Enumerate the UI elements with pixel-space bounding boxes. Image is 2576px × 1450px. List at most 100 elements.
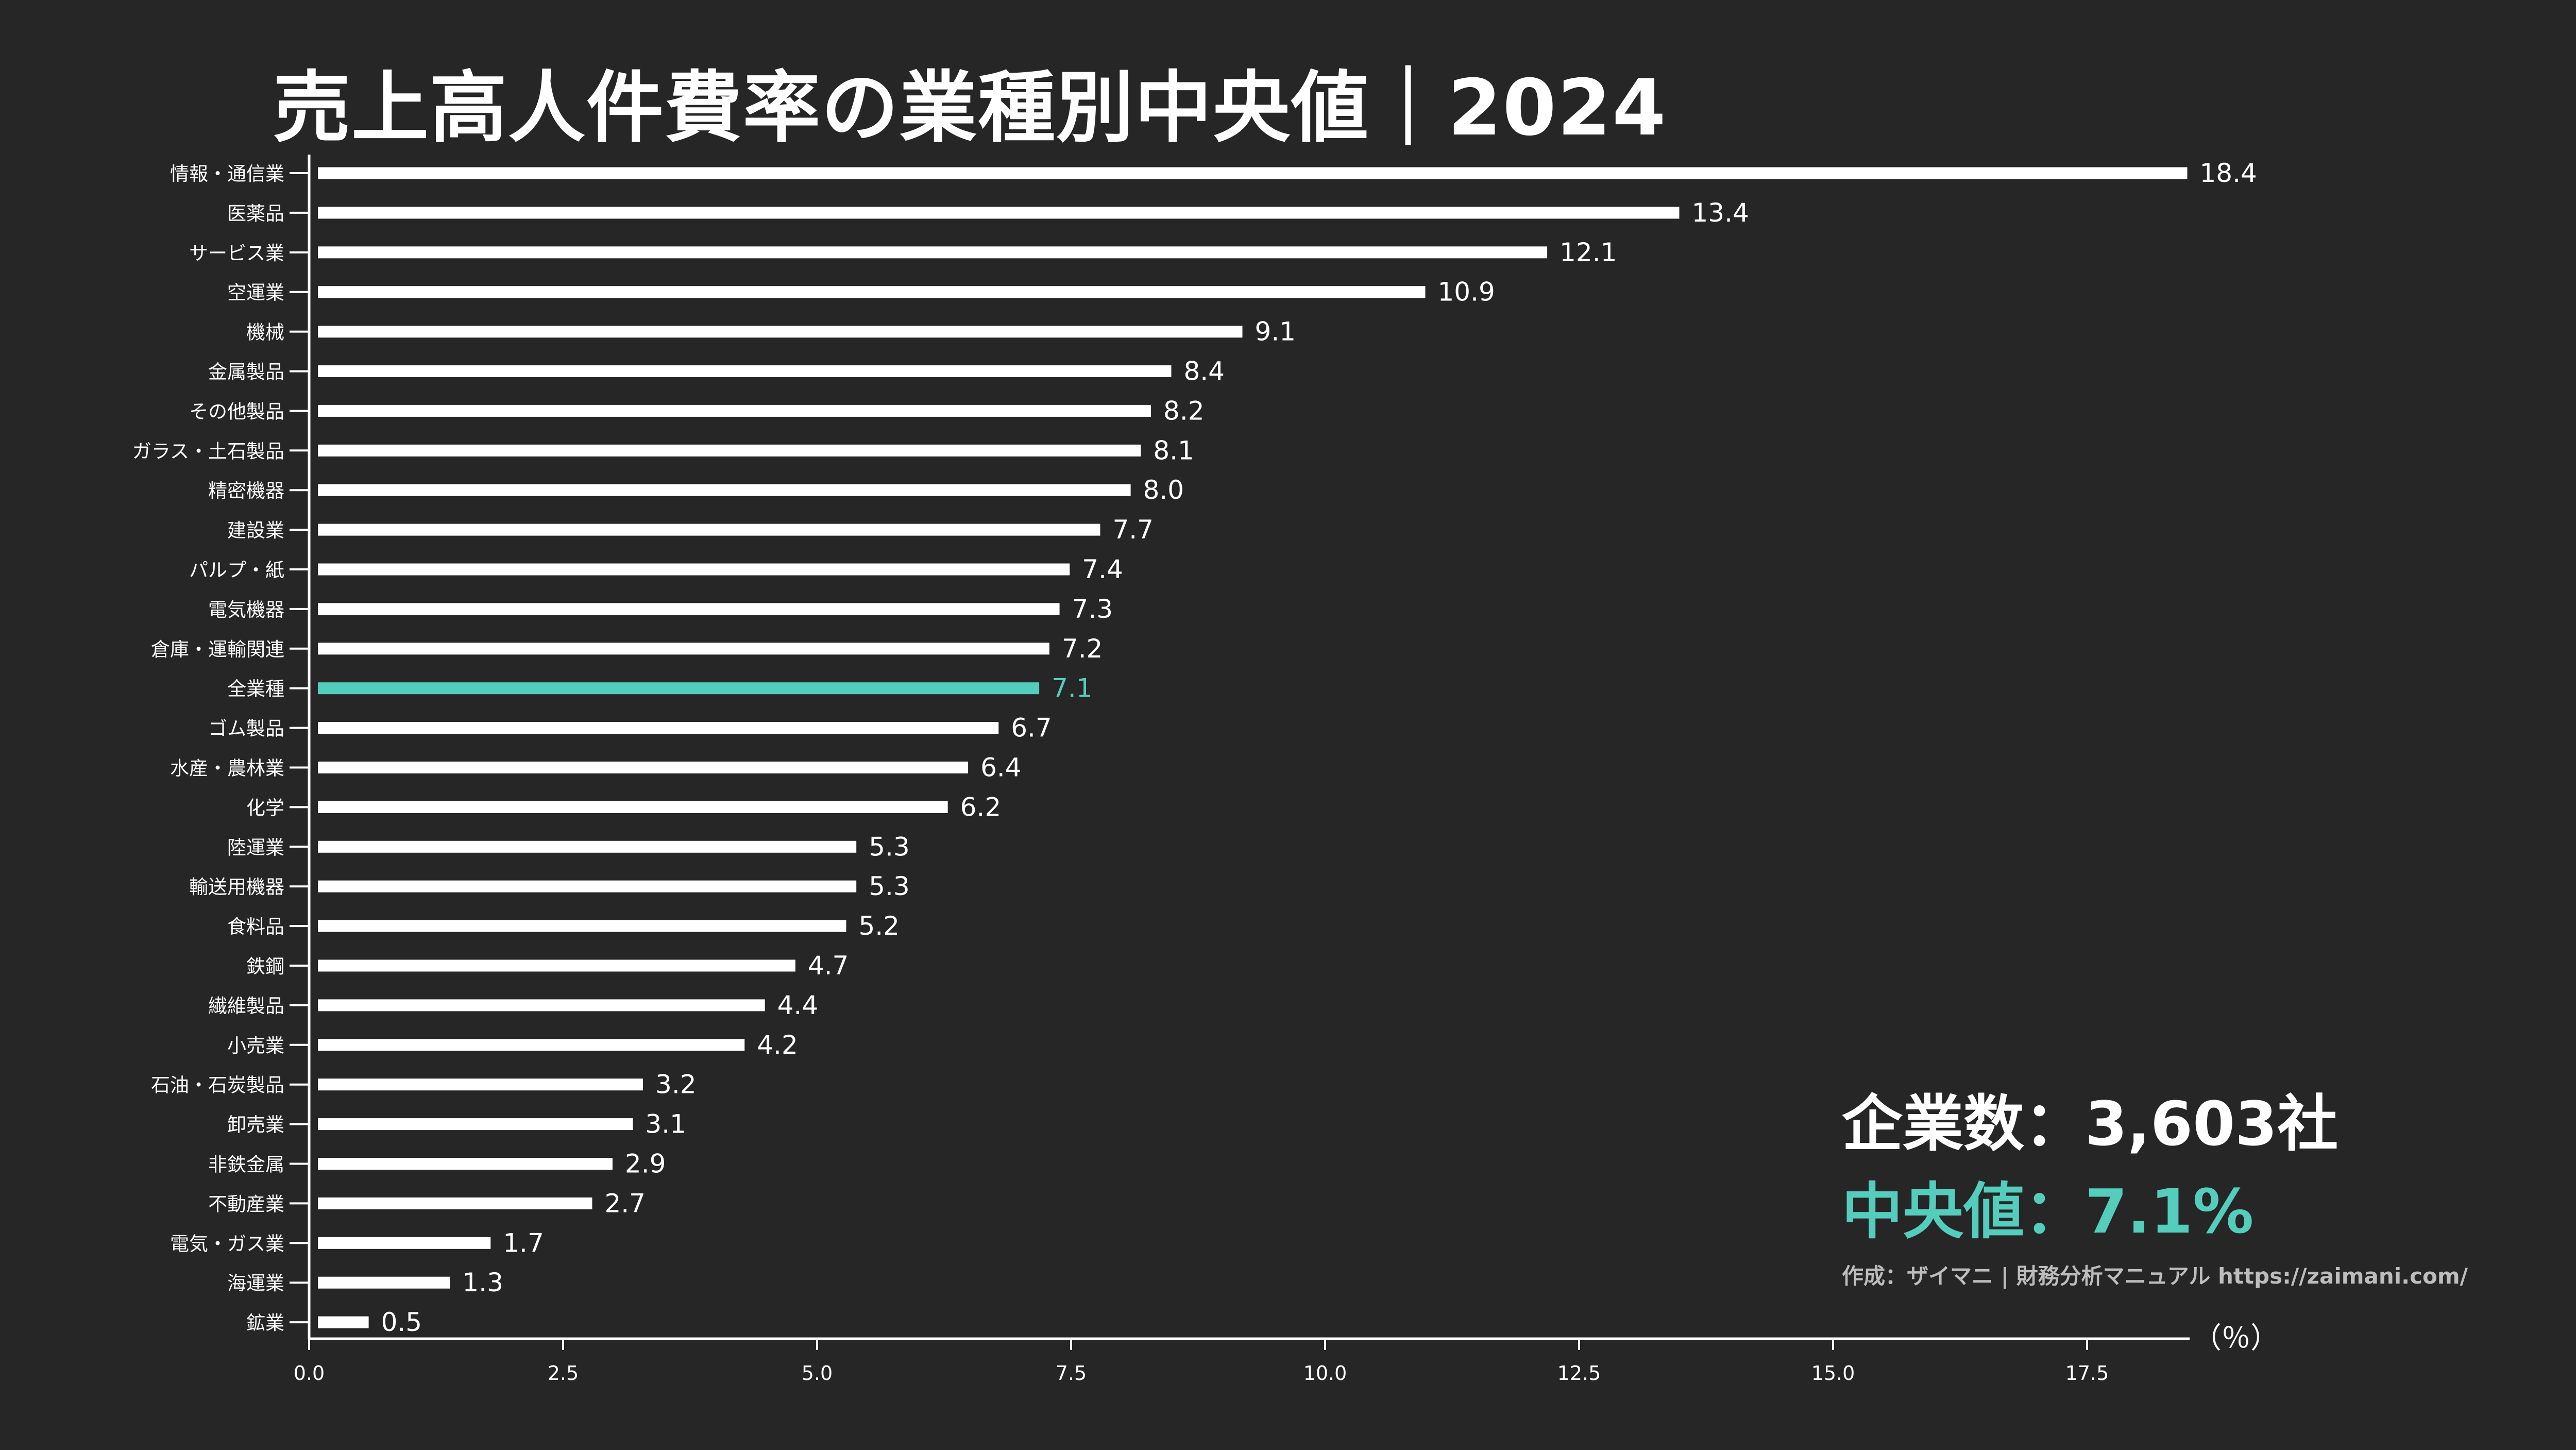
- category-label: 石油・石炭製品: [151, 1074, 284, 1097]
- value-label: 8.0: [1143, 475, 1184, 505]
- category-label: 鉄鋼: [246, 955, 284, 977]
- category-label: 倉庫・運輸関連: [151, 638, 284, 661]
- bar-石油・石炭製品: [318, 1078, 643, 1091]
- x-tick-label: 17.5: [2065, 1362, 2109, 1385]
- category-label: 不動産業: [208, 1193, 284, 1215]
- x-tick-label: 7.5: [1056, 1362, 1087, 1385]
- category-label: 電気機器: [208, 599, 284, 621]
- category-label: 陸運業: [227, 836, 284, 858]
- value-label: 5.3: [869, 871, 910, 901]
- category-label: 水産・農林業: [170, 757, 284, 780]
- bar-食料品: [318, 920, 846, 932]
- credit-text: 作成：ザイマニ | 財務分析マニュアル https://zaimani.com/: [1842, 1263, 2468, 1289]
- company-count-separator: ：: [2024, 1088, 2086, 1159]
- value-label: 4.7: [808, 951, 849, 981]
- category-label: 非鉄金属: [208, 1154, 284, 1176]
- category-label: 輸送用機器: [189, 876, 284, 898]
- category-label: 食料品: [227, 916, 284, 938]
- value-label: 12.1: [1560, 238, 1617, 267]
- bar-鉄鋼: [318, 959, 795, 972]
- category-label: サービス業: [189, 242, 284, 264]
- value-label: 10.9: [1437, 277, 1495, 307]
- bar-パルプ・紙: [318, 563, 1070, 576]
- bar-空運業: [318, 286, 1426, 298]
- category-label: 全業種: [227, 678, 284, 700]
- value-label: 1.7: [503, 1228, 544, 1258]
- median-value: 7.1%: [2085, 1176, 2254, 1247]
- bar-化学: [318, 801, 948, 813]
- x-tick-label: 15.0: [1811, 1362, 1855, 1385]
- bar-医薬品: [318, 207, 1680, 219]
- bar-卸売業: [318, 1118, 633, 1131]
- category-label: 電気・ガス業: [170, 1233, 284, 1255]
- chart-title: 売上高人件費率の業種別中央値｜2024: [273, 63, 1667, 153]
- value-label: 6.2: [960, 792, 1002, 822]
- category-label: 情報・通信業: [170, 163, 284, 185]
- x-tick-label: 5.0: [802, 1362, 833, 1385]
- median-label: 中央値: [1842, 1176, 2025, 1247]
- bar-電気機器: [318, 603, 1060, 615]
- value-label: 3.2: [655, 1070, 697, 1100]
- value-label: 0.5: [381, 1307, 422, 1337]
- value-label: 9.1: [1255, 317, 1296, 347]
- value-label: 1.3: [462, 1268, 503, 1297]
- bar-建設業: [318, 524, 1100, 536]
- category-label: 金属製品: [208, 361, 284, 383]
- category-label: 化学: [246, 797, 284, 819]
- value-label: 6.4: [980, 753, 1022, 783]
- category-label: 小売業: [227, 1035, 284, 1057]
- value-label: 18.4: [2199, 158, 2257, 188]
- bar-サービス業: [318, 246, 1548, 259]
- bar-金属製品: [318, 365, 1172, 377]
- bar-水産・農林業: [318, 762, 969, 773]
- value-label: 5.2: [858, 911, 900, 941]
- value-label: 8.4: [1183, 357, 1225, 386]
- value-label: 7.3: [1072, 594, 1113, 624]
- value-label: 8.2: [1163, 396, 1205, 426]
- value-label: 7.4: [1082, 554, 1123, 584]
- value-label: 3.1: [645, 1109, 686, 1139]
- company-count: 企業数：3,603社: [1842, 1074, 2338, 1162]
- x-axis-label: （％）: [2193, 1322, 2279, 1355]
- value-label: 2.7: [604, 1188, 646, 1218]
- x-tick-label: 2.5: [548, 1362, 579, 1385]
- bar-陸運業: [318, 840, 857, 853]
- company-count-value: 3,603社: [2085, 1088, 2338, 1159]
- x-tick-label: 10.0: [1303, 1362, 1347, 1385]
- bar-ゴム製品: [318, 722, 999, 734]
- category-label: 繊維製品: [208, 995, 284, 1017]
- bar-海運業: [318, 1276, 450, 1289]
- category-label: 精密機器: [208, 480, 284, 502]
- category-label: 機械: [246, 322, 284, 344]
- bar-電気・ガス業: [318, 1237, 491, 1249]
- bar-機械: [318, 326, 1243, 338]
- category-label: 空運業: [227, 282, 284, 304]
- category-label: ガラス・土石製品: [132, 440, 284, 462]
- value-label: 7.1: [1052, 673, 1093, 703]
- category-label: 鉱業: [246, 1312, 284, 1334]
- x-tick-label: 12.5: [1557, 1362, 1601, 1385]
- bar-鉱業: [318, 1316, 369, 1328]
- bar-倉庫・運輸関連: [318, 643, 1049, 655]
- value-label: 2.9: [625, 1149, 666, 1179]
- value-label: 7.2: [1062, 634, 1103, 664]
- value-label: 4.4: [777, 990, 819, 1020]
- category-label: その他製品: [189, 400, 284, 423]
- category-label: 建設業: [227, 519, 284, 542]
- median-summary: 中央値：7.1%: [1842, 1162, 2253, 1250]
- bar-小売業: [318, 1039, 745, 1051]
- category-label: ゴム製品: [208, 718, 284, 740]
- category-label: 卸売業: [227, 1114, 284, 1136]
- category-label: 医薬品: [227, 203, 284, 225]
- value-label: 8.1: [1153, 435, 1194, 465]
- value-label: 13.4: [1691, 198, 1749, 228]
- company-count-label: 企業数: [1842, 1088, 2025, 1159]
- bar-その他製品: [318, 404, 1151, 417]
- bar-ガラス・土石製品: [318, 444, 1141, 457]
- bar-繊維製品: [318, 999, 765, 1011]
- x-tick-label: 0.0: [294, 1362, 325, 1385]
- bar-輸送用機器: [318, 880, 857, 892]
- value-label: 6.7: [1011, 713, 1052, 743]
